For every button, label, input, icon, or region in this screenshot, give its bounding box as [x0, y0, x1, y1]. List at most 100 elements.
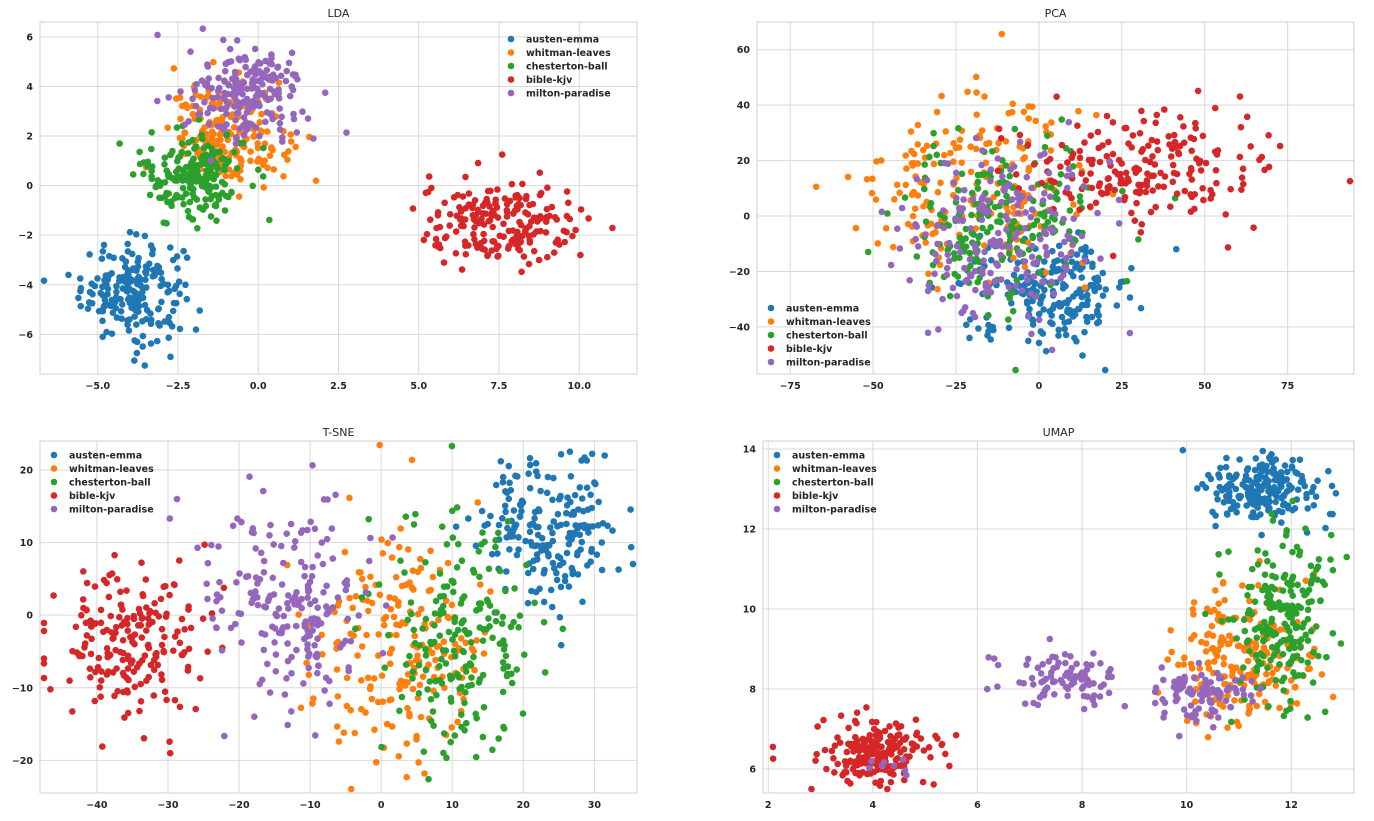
point-whitman-leaves	[371, 726, 378, 733]
point-austen-emma	[1252, 479, 1260, 487]
point-milton-paradise	[1151, 699, 1159, 707]
point-austen-emma	[1099, 292, 1107, 300]
point-chesterton-ball	[212, 202, 220, 210]
point-bible-kjv	[87, 674, 94, 681]
point-bible-kjv	[103, 671, 111, 678]
point-bible-kjv	[1111, 186, 1118, 194]
point-chesterton-ball	[1272, 677, 1280, 684]
point-chesterton-ball	[1296, 548, 1304, 555]
point-bible-kjv	[1152, 119, 1159, 127]
point-austen-emma	[574, 522, 581, 530]
point-austen-emma	[598, 566, 606, 574]
point-whitman-leaves	[1235, 722, 1242, 730]
point-bible-kjv	[179, 651, 186, 659]
point-bible-kjv	[440, 259, 448, 266]
point-milton-paradise	[1048, 278, 1055, 286]
point-whitman-leaves	[1293, 700, 1301, 707]
point-bible-kjv	[88, 623, 95, 630]
point-milton-paradise	[1207, 699, 1214, 706]
point-milton-paradise	[267, 592, 274, 600]
point-bible-kjv	[1129, 132, 1137, 139]
point-milton-paradise	[1050, 290, 1058, 298]
point-austen-emma	[1252, 455, 1260, 462]
point-chesterton-ball	[1307, 562, 1315, 570]
point-bible-kjv	[1153, 111, 1161, 119]
point-milton-paradise	[1012, 282, 1020, 290]
point-chesterton-ball	[1286, 660, 1294, 668]
point-austen-emma	[133, 231, 140, 238]
point-austen-emma	[77, 275, 84, 282]
y-tick-label: −6	[18, 330, 33, 341]
point-chesterton-ball	[1268, 510, 1276, 518]
point-whitman-leaves	[349, 604, 357, 612]
point-austen-emma	[124, 317, 131, 324]
point-bible-kjv	[117, 648, 124, 656]
point-bible-kjv	[546, 212, 553, 220]
point-austen-emma	[1325, 467, 1332, 475]
point-bible-kjv	[888, 751, 895, 758]
point-chesterton-ball	[974, 185, 982, 192]
point-bible-kjv	[143, 677, 150, 684]
point-bible-kjv	[535, 256, 543, 264]
point-milton-paradise	[983, 685, 991, 693]
point-whitman-leaves	[396, 621, 404, 629]
point-chesterton-ball	[221, 181, 229, 188]
point-austen-emma	[574, 571, 582, 578]
point-austen-emma	[504, 524, 511, 532]
point-bible-kjv	[1133, 199, 1140, 207]
point-whitman-leaves	[1253, 702, 1261, 710]
point-milton-paradise	[1189, 689, 1197, 696]
point-austen-emma	[557, 641, 565, 649]
point-bible-kjv	[160, 648, 168, 656]
point-bible-kjv	[1089, 156, 1096, 164]
point-milton-paradise	[328, 525, 336, 532]
point-bible-kjv	[873, 728, 881, 735]
point-bible-kjv	[892, 720, 900, 727]
point-chesterton-ball	[221, 207, 229, 214]
point-milton-paradise	[252, 574, 260, 581]
point-whitman-leaves	[414, 568, 422, 576]
point-whitman-leaves	[391, 595, 399, 602]
point-austen-emma	[515, 546, 522, 553]
point-austen-emma	[1058, 313, 1066, 321]
point-austen-emma	[542, 546, 549, 554]
point-bible-kjv	[452, 250, 460, 257]
point-chesterton-ball	[499, 659, 507, 666]
point-chesterton-ball	[921, 185, 928, 193]
point-austen-emma	[534, 531, 542, 539]
point-bible-kjv	[1012, 171, 1020, 178]
point-milton-paradise	[267, 521, 274, 529]
point-bible-kjv	[1092, 199, 1100, 207]
point-chesterton-ball	[499, 613, 507, 621]
point-austen-emma	[126, 228, 134, 236]
point-chesterton-ball	[419, 625, 427, 632]
point-austen-emma	[1047, 319, 1054, 326]
point-chesterton-ball	[1269, 517, 1277, 524]
point-austen-emma	[1243, 466, 1251, 474]
point-bible-kjv	[1068, 154, 1076, 161]
point-austen-emma	[1222, 493, 1230, 500]
point-austen-emma	[113, 282, 120, 290]
point-milton-paradise	[973, 249, 980, 257]
point-austen-emma	[1076, 286, 1084, 293]
point-bible-kjv	[147, 661, 155, 669]
point-bible-kjv	[1199, 132, 1207, 140]
point-austen-emma	[155, 305, 162, 312]
point-whitman-leaves	[1287, 677, 1295, 684]
point-chesterton-ball	[519, 710, 527, 717]
point-milton-paradise	[276, 126, 284, 133]
point-whitman-leaves	[1010, 254, 1017, 262]
point-whitman-leaves	[1191, 632, 1198, 639]
point-chesterton-ball	[161, 154, 169, 161]
point-whitman-leaves	[351, 729, 359, 737]
point-austen-emma	[563, 509, 570, 517]
point-chesterton-ball	[190, 155, 197, 162]
point-bible-kjv	[1105, 175, 1112, 182]
point-austen-emma	[563, 520, 570, 528]
point-chesterton-ball	[1253, 667, 1260, 675]
point-chesterton-ball	[1315, 556, 1323, 563]
point-austen-emma	[526, 484, 534, 492]
point-austen-emma	[139, 343, 146, 350]
point-chesterton-ball	[161, 161, 168, 168]
y-tick-label: 0	[26, 181, 33, 192]
